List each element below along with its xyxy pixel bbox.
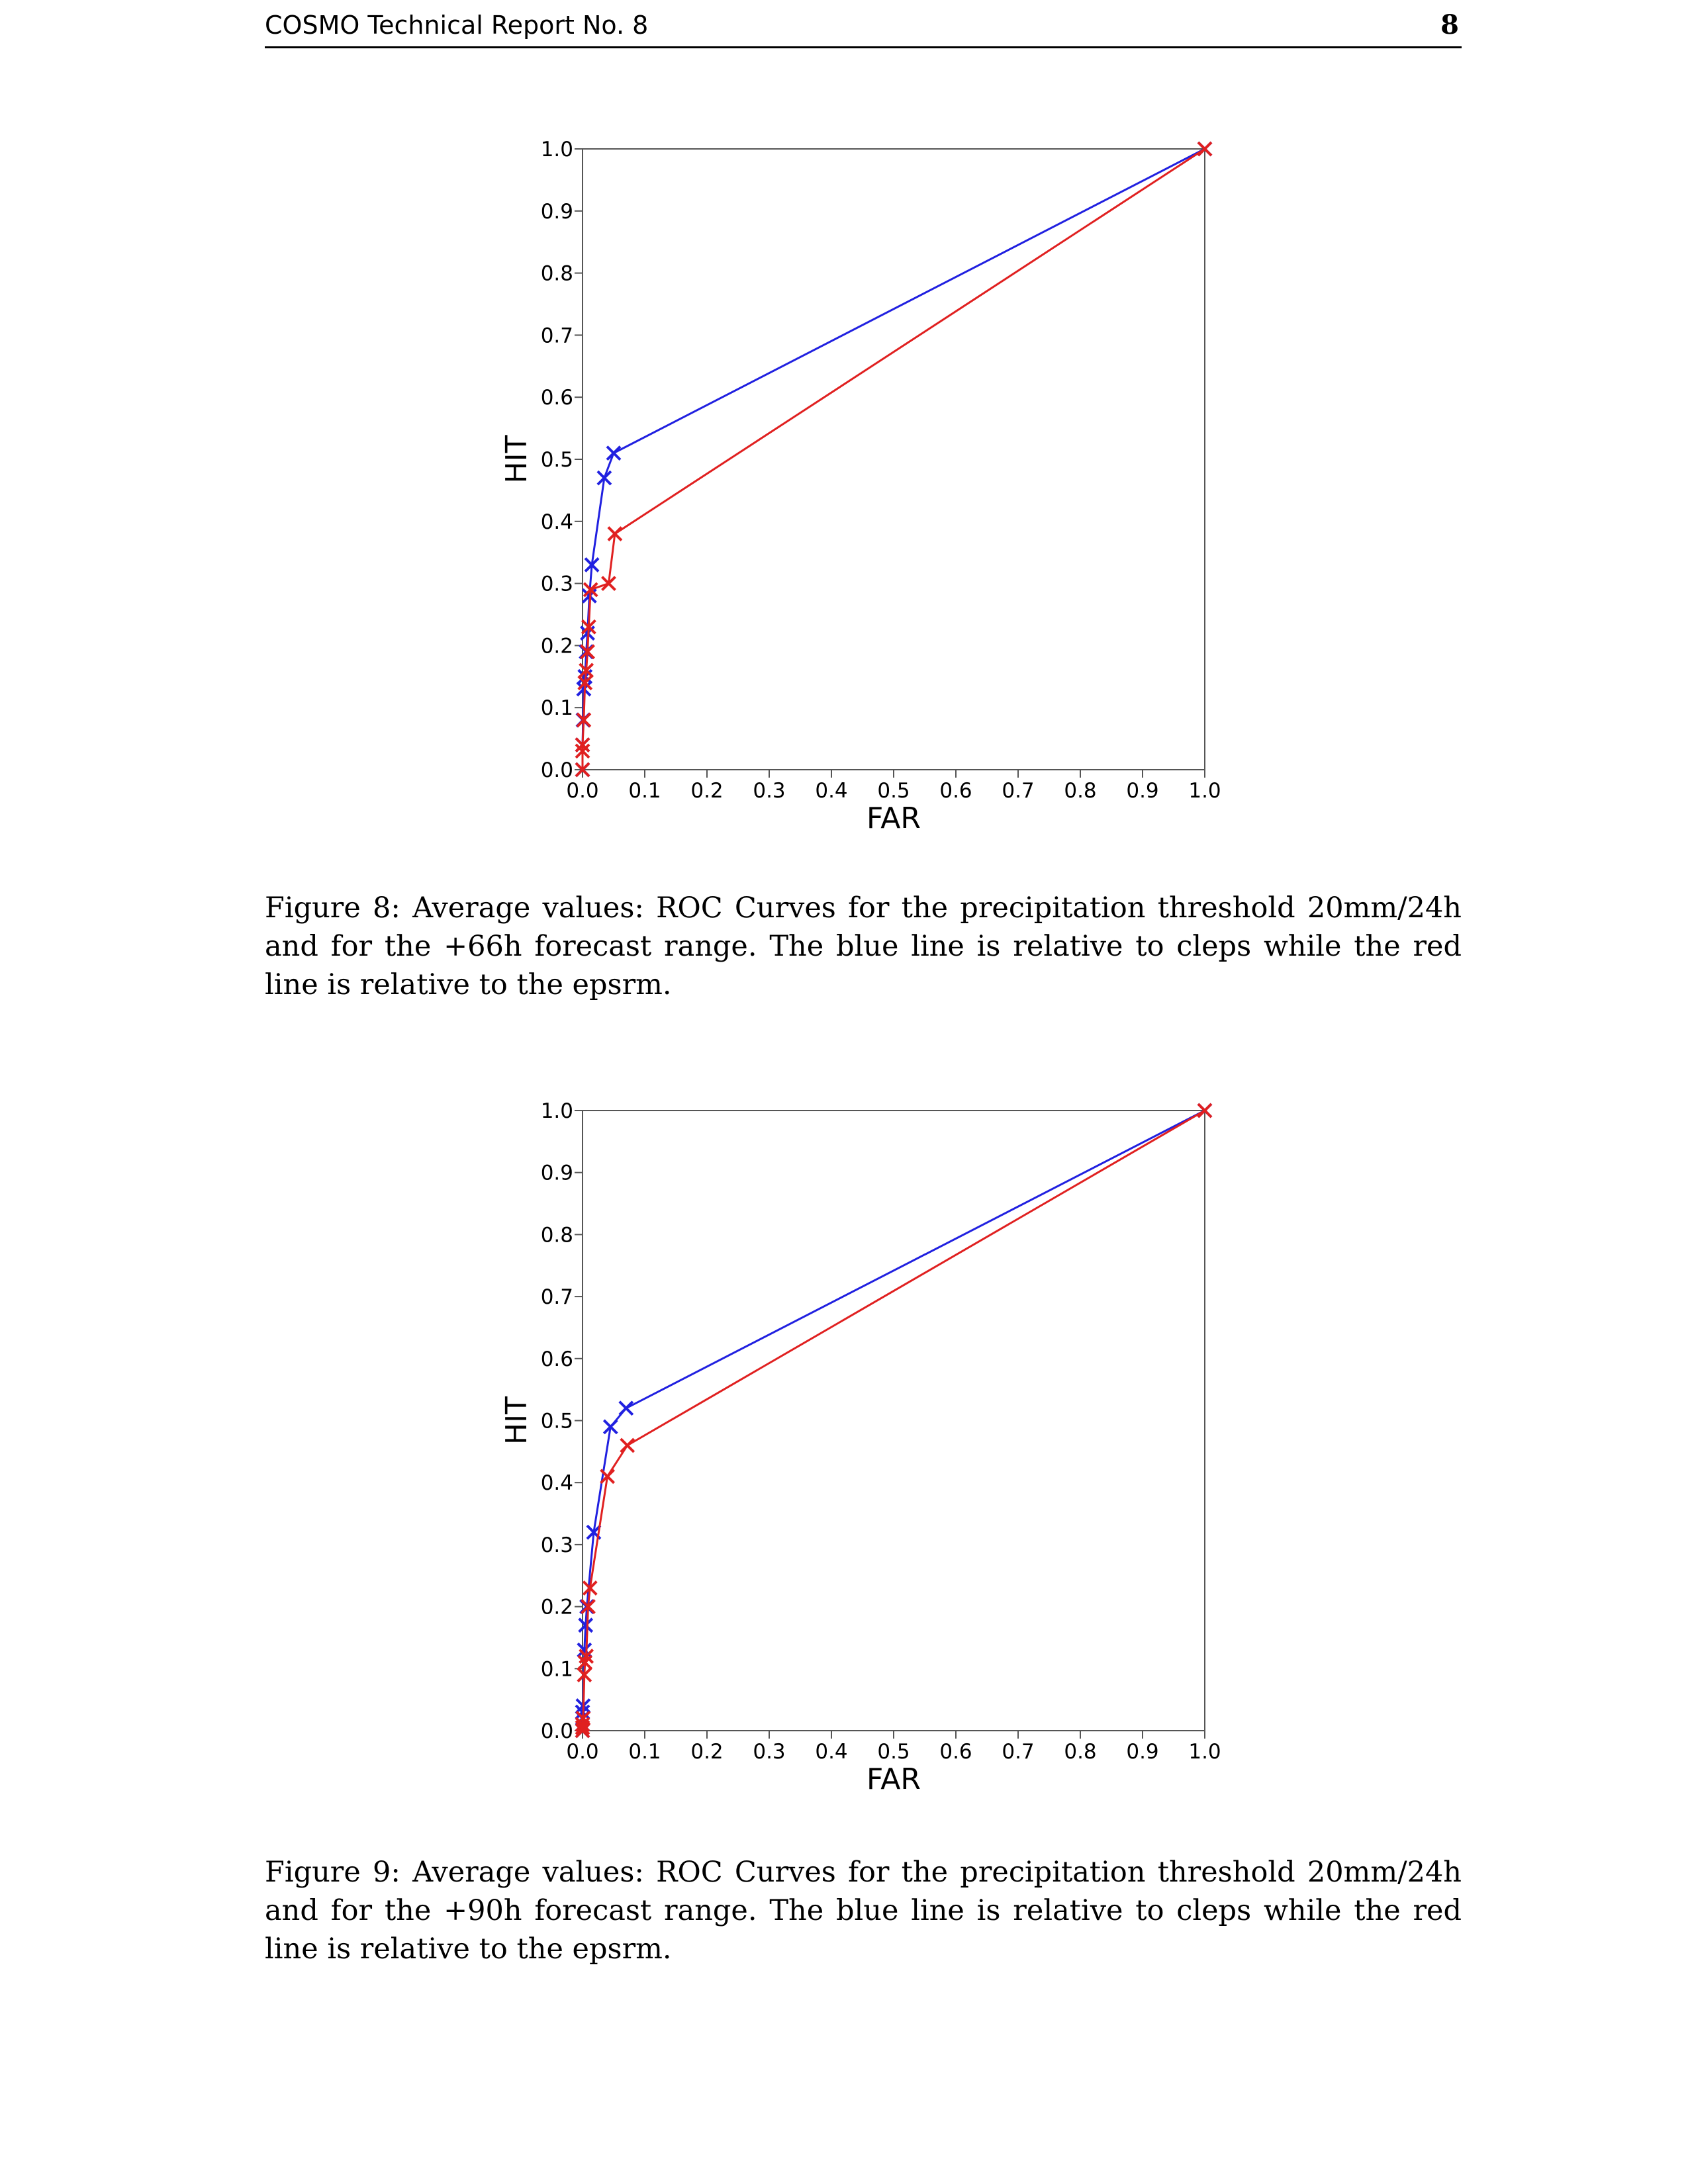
data-point-marker (579, 662, 594, 678)
data-point-marker (600, 1469, 616, 1484)
y-tick-label: 0.5 (541, 448, 573, 472)
x-tick-label: 0.1 (628, 1740, 661, 1764)
x-tick-label: 0.3 (753, 779, 785, 803)
y-tick-label: 1.0 (541, 1099, 573, 1123)
y-tick-label: 0.1 (541, 1657, 573, 1681)
x-tick-label: 0.1 (628, 779, 661, 803)
x-tick-label: 0.8 (1064, 779, 1096, 803)
x-tick-label: 0.0 (566, 779, 598, 803)
x-tick-label: 0.4 (815, 1740, 847, 1764)
x-tick-label: 0.7 (1002, 1740, 1034, 1764)
x-axis-label: FAR (867, 801, 921, 835)
data-point-marker (579, 1649, 594, 1664)
figure-9-caption: Figure 9: Average values: ROC Curves for… (265, 1856, 1462, 1966)
data-point-marker (596, 470, 612, 486)
series-line (581, 1109, 1205, 1731)
y-tick-label: 0.1 (541, 696, 573, 720)
plot-frame (582, 1110, 1205, 1731)
x-tick-label: 0.5 (877, 779, 910, 803)
data-point-marker (575, 743, 590, 759)
data-point-marker (583, 582, 598, 598)
data-point-marker (575, 762, 590, 778)
series-line (581, 1109, 1205, 1731)
data-point-marker (575, 1723, 590, 1739)
x-tick-label: 0.2 (690, 779, 723, 803)
x-tick-label: 0.9 (1126, 779, 1158, 803)
y-tick-label: 0.2 (541, 1596, 573, 1619)
y-tick-label: 0.6 (541, 1347, 573, 1371)
y-tick-label: 0.8 (541, 1223, 573, 1247)
x-tick-label: 0.6 (939, 1740, 972, 1764)
data-point-marker (602, 1419, 618, 1435)
x-axis-label: FAR (867, 1762, 921, 1796)
y-tick-label: 0.4 (541, 510, 573, 534)
data-point-marker (581, 619, 596, 635)
y-tick-label: 0.0 (541, 758, 573, 782)
y-tick-label: 0.5 (541, 1410, 573, 1433)
y-axis-label: HIT (500, 435, 534, 483)
data-point-marker (1197, 141, 1213, 157)
data-point-marker (607, 526, 623, 541)
roc-chart-fig9: 0.0 0.1 0.2 0.3 0.4 0.5 0.6 0.7 0.8 0.9 1.0 0.0 0.1 0… (500, 1099, 1221, 1796)
data-point-marker (601, 576, 616, 592)
data-point-marker (576, 712, 592, 728)
report-title: COSMO Technical Report No. 8 (265, 11, 649, 40)
y-tick-label: 0.2 (541, 634, 573, 658)
page-header: COSMO Technical Report No. 8 8 (265, 8, 1462, 48)
data-point-marker (578, 1617, 594, 1633)
data-point-marker (575, 737, 590, 752)
y-tick-label: 0.8 (541, 262, 573, 286)
y-tick-label: 0.7 (541, 324, 573, 347)
data-point-marker (1197, 1103, 1213, 1118)
data-point-marker (606, 445, 622, 461)
x-tick-label: 0.3 (753, 1740, 785, 1764)
data-point-marker (584, 557, 600, 572)
y-tick-label: 0.3 (541, 572, 573, 596)
page-number: 8 (1440, 9, 1459, 40)
y-tick-label: 0.6 (541, 386, 573, 410)
y-tick-label: 0.0 (541, 1719, 573, 1743)
figure-8-caption: Figure 8: Average values: ROC Curves for… (265, 891, 1462, 1001)
y-tick-label: 0.9 (541, 1161, 573, 1185)
x-tick-label: 0.2 (690, 1740, 723, 1764)
y-tick-label: 0.3 (541, 1533, 573, 1557)
x-tick-label: 0.4 (815, 779, 847, 803)
data-point-marker (582, 1580, 598, 1596)
data-point-marker (577, 675, 593, 691)
y-axis-label: HIT (500, 1396, 534, 1445)
x-tick-label: 0.9 (1126, 1740, 1158, 1764)
data-point-marker (575, 1717, 590, 1733)
y-tick-label: 0.9 (541, 200, 573, 224)
x-tick-label: 0.0 (566, 1740, 598, 1764)
x-tick-label: 1.0 (1188, 779, 1221, 803)
y-tick-label: 0.4 (541, 1471, 573, 1495)
x-tick-label: 0.8 (1064, 1740, 1096, 1764)
x-tick-label: 1.0 (1188, 1740, 1221, 1764)
y-tick-label: 0.7 (541, 1285, 573, 1309)
x-tick-label: 0.5 (877, 1740, 910, 1764)
x-tick-label: 0.7 (1002, 779, 1034, 803)
data-point-marker (577, 1667, 592, 1683)
data-point-marker (580, 644, 595, 660)
data-point-marker (618, 1400, 634, 1416)
roc-chart-fig8: 0.0 0.1 0.2 0.3 0.4 0.5 0.6 0.7 0.8 0.9 1.0 0.0 0.1 0… (500, 138, 1221, 835)
data-point-marker (575, 1710, 591, 1726)
y-tick-label: 1.0 (541, 138, 573, 161)
data-point-marker (620, 1437, 635, 1453)
data-point-marker (581, 1599, 596, 1615)
x-tick-label: 0.6 (939, 779, 972, 803)
